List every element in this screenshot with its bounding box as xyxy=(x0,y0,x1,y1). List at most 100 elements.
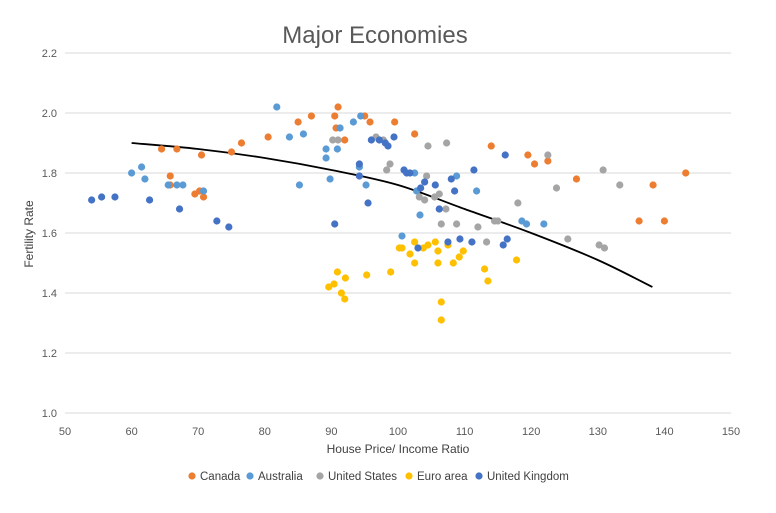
data-point xyxy=(649,181,657,189)
data-point xyxy=(384,142,392,150)
data-point xyxy=(599,166,607,174)
data-point xyxy=(635,217,643,225)
legend-item-euro-area: Euro area xyxy=(405,471,468,483)
gridlines xyxy=(65,52,731,414)
data-point xyxy=(484,277,492,285)
data-point xyxy=(437,316,445,324)
data-point xyxy=(416,211,424,219)
legend-label: Canada xyxy=(200,471,241,483)
x-tick-label: 80 xyxy=(259,426,271,438)
data-point xyxy=(421,178,429,186)
data-point xyxy=(128,169,136,177)
data-point xyxy=(444,238,452,246)
data-point xyxy=(336,124,344,132)
data-point xyxy=(355,172,363,180)
data-point xyxy=(326,175,334,183)
data-point xyxy=(417,184,425,192)
data-points xyxy=(88,103,690,324)
data-point xyxy=(387,268,395,276)
legend-marker xyxy=(475,472,483,480)
legend-marker xyxy=(246,472,254,480)
data-point xyxy=(451,187,459,195)
data-point xyxy=(137,163,146,171)
data-point xyxy=(383,166,391,174)
data-point xyxy=(364,199,372,207)
data-point xyxy=(443,139,451,147)
data-point xyxy=(564,235,572,243)
y-tick-label: 1.0 xyxy=(42,408,57,420)
data-point xyxy=(411,238,419,246)
data-point xyxy=(227,148,236,156)
data-point xyxy=(453,220,461,228)
legend-item-australia: Australia xyxy=(246,471,303,483)
data-point xyxy=(524,151,532,159)
data-point xyxy=(544,157,552,165)
data-point xyxy=(357,112,365,120)
legend-item-canada: Canada xyxy=(188,471,241,483)
data-point xyxy=(334,136,342,144)
series-euro-area xyxy=(325,238,521,324)
data-point xyxy=(197,151,206,159)
data-point xyxy=(341,274,349,282)
x-tick-label: 120 xyxy=(522,426,540,438)
data-point xyxy=(406,169,414,177)
data-point xyxy=(414,244,422,252)
data-point xyxy=(540,220,548,228)
data-point xyxy=(322,154,330,162)
data-point xyxy=(434,247,442,255)
legend-marker xyxy=(316,472,324,480)
data-point xyxy=(480,265,489,273)
x-tick-label: 100 xyxy=(389,426,407,438)
data-point xyxy=(299,130,308,138)
data-point xyxy=(423,172,431,180)
x-tick-label: 50 xyxy=(59,426,71,438)
data-point xyxy=(456,235,464,243)
data-point xyxy=(237,139,246,147)
data-point xyxy=(295,181,304,189)
data-point xyxy=(333,145,341,153)
data-point xyxy=(435,190,443,198)
legend: Canada Australia United States Euro area Uni… xyxy=(188,471,569,483)
legend-marker xyxy=(188,472,196,480)
data-point xyxy=(435,205,443,213)
data-point xyxy=(331,112,339,120)
data-point xyxy=(415,193,423,201)
legend-label: United States xyxy=(328,471,397,483)
data-point xyxy=(179,181,187,189)
x-tick-label: 150 xyxy=(722,426,740,438)
data-point xyxy=(331,220,339,228)
data-point xyxy=(390,133,398,141)
data-point xyxy=(424,142,432,150)
x-tick-label: 60 xyxy=(125,426,137,438)
y-tick-label: 2.2 xyxy=(42,48,57,60)
data-point xyxy=(322,145,330,153)
legend-marker xyxy=(405,472,413,480)
legend-label: Euro area xyxy=(417,471,468,483)
data-point xyxy=(366,118,374,126)
data-point xyxy=(111,193,119,201)
trendline-layer xyxy=(131,142,653,288)
data-point xyxy=(199,193,208,201)
data-point xyxy=(600,244,609,252)
data-point xyxy=(273,103,281,111)
data-point xyxy=(487,142,495,150)
data-point xyxy=(447,175,455,183)
data-point xyxy=(349,118,357,126)
data-point xyxy=(341,136,349,144)
data-point xyxy=(434,259,442,267)
data-point xyxy=(544,151,552,159)
data-point xyxy=(499,241,507,249)
x-tick-label: 70 xyxy=(192,426,204,438)
data-point xyxy=(660,217,669,225)
data-point xyxy=(164,181,172,189)
legend-item-united-states: United States xyxy=(316,471,397,483)
x-axis-label: House Price/ Income Ratio xyxy=(327,442,470,456)
data-point xyxy=(391,118,399,126)
data-point xyxy=(421,196,429,204)
x-tick-label: 110 xyxy=(456,426,474,438)
data-point xyxy=(145,196,154,204)
data-point xyxy=(459,247,467,255)
data-point xyxy=(455,253,463,261)
